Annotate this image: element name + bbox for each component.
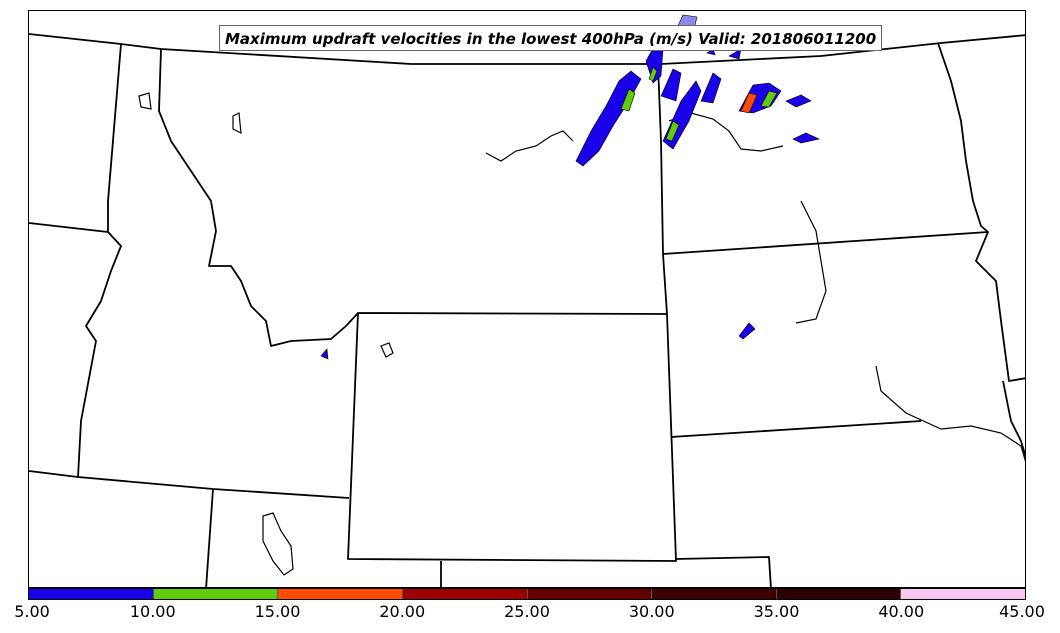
colorbar-segment (651, 589, 776, 599)
state-line-sd-ne (670, 420, 922, 438)
state-line-co-ne (675, 556, 772, 587)
canada-border (29, 33, 1025, 65)
wyoming-border (347, 312, 677, 562)
state-line-nd-sd (662, 231, 989, 255)
colorbar-tick-label: 10.00 (129, 602, 176, 621)
map-title: Maximum updraft velocities in the lowest… (219, 25, 883, 51)
colorbar-segment (775, 589, 901, 599)
colorbar-segment (526, 589, 652, 599)
state-line-mt-nd (657, 63, 668, 315)
colorbar-segment (401, 589, 527, 599)
map-area: Maximum updraft velocities in the lowest… (28, 10, 1026, 588)
colorbar-tick-label: 35.00 (753, 602, 800, 621)
updraft-shading (320, 14, 820, 360)
colorbar-tick-label: 15.00 (254, 602, 301, 621)
state-line-iowa (1002, 380, 1025, 458)
colorbar-segment (277, 589, 402, 599)
colorbar-segment (152, 589, 278, 599)
missouri-river-sd (795, 200, 827, 324)
state-line-minnesota (937, 42, 1025, 382)
state-line-id-west (77, 43, 122, 478)
yellowstone-lake (380, 342, 394, 358)
missouri-river-sd-se (875, 365, 1025, 462)
state-line-nv-ut (205, 488, 214, 587)
state-line-nv-id-ut (77, 476, 350, 499)
state-line-wa-or (29, 222, 109, 233)
state-line-id-mt (158, 48, 359, 347)
colorbar-tick-label: 40.00 (878, 602, 925, 621)
state-line-or-ca (29, 470, 79, 478)
flathead-lake (232, 112, 242, 135)
colorbar-tick-label: 5.00 (14, 602, 50, 621)
colorbar (28, 588, 1026, 600)
colorbar-segment (29, 589, 153, 599)
map-canvas (29, 14, 1025, 587)
colorbar-segment (900, 589, 1025, 599)
pend-oreille-lake (138, 92, 152, 110)
colorbar-tick-label: 30.00 (628, 602, 675, 621)
missouri-river-mt (485, 130, 574, 162)
colorbar-tick-label: 45.00 (999, 602, 1045, 621)
great-salt-lake (262, 512, 294, 576)
colorbar-tick-label: 25.00 (504, 602, 550, 621)
colorbar-tick-label: 20.00 (379, 602, 426, 621)
